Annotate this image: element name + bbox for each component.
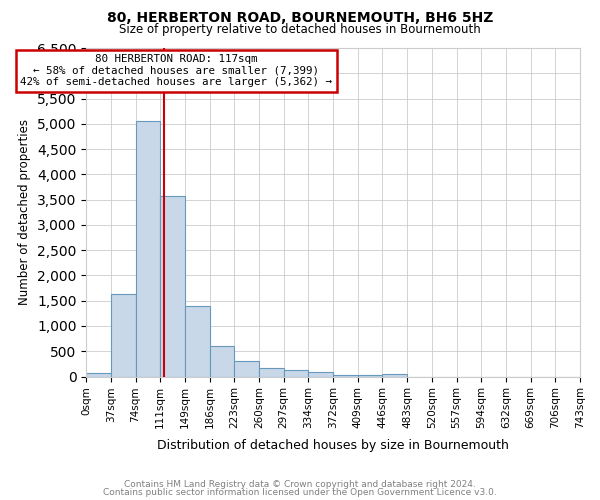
Bar (185, 306, 209, 376)
Bar (235, 362, 259, 376)
Text: 80 HERBERTON ROAD: 117sqm
← 58% of detached houses are smaller (7,399)
42% of se: 80 HERBERTON ROAD: 117sqm ← 58% of detac… (20, 54, 332, 88)
Text: Size of property relative to detached houses in Bournemouth: Size of property relative to detached ho… (119, 22, 481, 36)
Bar (284, 370, 308, 376)
Text: Contains HM Land Registry data © Crown copyright and database right 2024.: Contains HM Land Registry data © Crown c… (124, 480, 476, 489)
Text: Contains public sector information licensed under the Open Government Licence v3: Contains public sector information licen… (103, 488, 497, 497)
Text: 80, HERBERTON ROAD, BOURNEMOUTH, BH6 5HZ: 80, HERBERTON ROAD, BOURNEMOUTH, BH6 5HZ (107, 11, 493, 25)
Bar (382, 374, 407, 376)
Bar (209, 346, 235, 376)
Bar (308, 372, 333, 376)
Bar (259, 368, 284, 376)
Bar (86, 373, 111, 376)
Bar (358, 375, 382, 376)
Bar (136, 122, 160, 376)
Bar (333, 374, 358, 376)
Bar (111, 294, 136, 376)
Bar (160, 196, 185, 376)
X-axis label: Distribution of detached houses by size in Bournemouth: Distribution of detached houses by size … (157, 440, 509, 452)
Y-axis label: Number of detached properties: Number of detached properties (19, 120, 31, 306)
